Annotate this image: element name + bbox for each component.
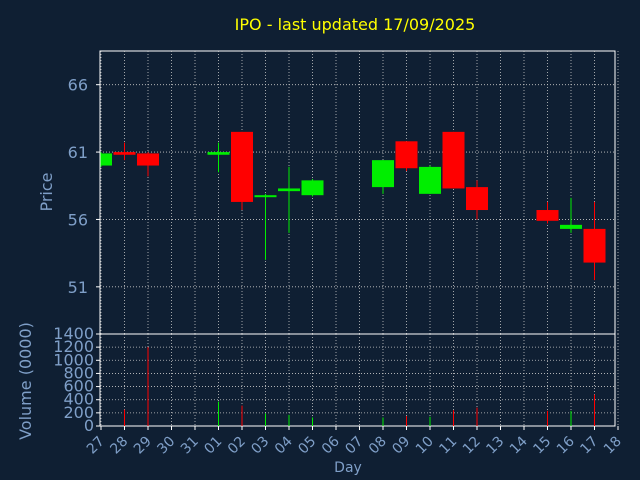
candle-body	[113, 152, 136, 155]
candle-body	[419, 166, 441, 194]
candle-body	[301, 180, 324, 196]
candle	[583, 201, 606, 281]
x-tick-label: 04	[272, 433, 296, 457]
candle	[536, 201, 559, 224]
x-tick-label: 27	[84, 434, 108, 458]
candle-body	[231, 131, 253, 202]
price-y-tick-label: 66	[68, 76, 88, 95]
candle	[395, 141, 418, 171]
x-tick-label: 08	[366, 434, 390, 458]
price-y-ticks: 51 56 61 66	[68, 76, 100, 297]
price-panel: 51 56 61 66 Price	[37, 50, 619, 335]
x-tick-label: 05	[295, 434, 319, 458]
x-tick-label: 14	[507, 433, 531, 457]
candle	[207, 142, 230, 173]
candle-body	[278, 188, 300, 192]
volume-y-tick-label: 200	[63, 403, 94, 422]
price-grid	[100, 51, 619, 334]
x-tick-label: 16	[554, 433, 578, 457]
candle-body	[560, 224, 582, 229]
x-tick-label: 06	[319, 433, 343, 457]
candle	[137, 152, 159, 177]
price-y-tick-label: 51	[68, 278, 88, 297]
volume-bars	[124, 347, 595, 426]
x-tick-label: 28	[107, 434, 131, 458]
volume-y-axis-label: Volume (0000)	[16, 322, 35, 440]
price-plot-frame	[99, 50, 616, 335]
x-tick-label: 17	[577, 434, 601, 458]
x-tick-label: 09	[389, 434, 413, 458]
candle-body	[137, 153, 159, 166]
x-tick-label: 13	[483, 434, 507, 458]
volume-y-tick-label: 1200	[53, 337, 94, 356]
x-tick-label: 15	[530, 434, 554, 458]
candle-body	[395, 141, 418, 169]
volume-y-tick-label: 800	[63, 363, 94, 382]
volume-plot-frame	[99, 333, 616, 427]
candle-body	[207, 152, 230, 155]
candle-body	[536, 210, 559, 221]
x-tick-label: 18	[601, 434, 625, 458]
x-tick-label: 10	[413, 434, 437, 458]
x-tick-label: 29	[131, 434, 155, 458]
candle	[560, 197, 582, 233]
candle-body	[254, 195, 277, 198]
candle	[278, 166, 300, 233]
x-axis-label: Day	[334, 460, 362, 476]
chart-title: IPO - last updated 17/09/2025	[235, 15, 476, 34]
candle	[100, 152, 112, 167]
candle-body	[372, 160, 394, 188]
x-tick-label: 11	[436, 434, 460, 458]
x-tick-label: 30	[154, 434, 178, 458]
candle	[301, 179, 324, 197]
candle	[442, 131, 465, 189]
volume-y-tick-label: 0	[84, 416, 94, 435]
candle-body	[442, 131, 465, 189]
candle-body	[583, 228, 606, 263]
candle	[466, 180, 488, 220]
x-tick-label: 02	[225, 434, 249, 458]
x-tick-label: 31	[178, 434, 202, 458]
price-y-axis-label: Price	[37, 172, 56, 211]
price-y-tick-label: 61	[68, 143, 88, 162]
x-tick-label: 12	[460, 434, 484, 458]
volume-grid	[100, 334, 619, 426]
candle	[372, 160, 394, 194]
candle	[231, 131, 253, 211]
candles	[100, 131, 606, 281]
x-axis-ticks: 27 28 29 30 31 01 02 03 04 05 06 07 08 09 10 11 12 13 14 15…	[84, 426, 625, 457]
volume-y-tick-label: 1400	[53, 324, 94, 343]
candle	[419, 165, 441, 194]
volume-y-tick-label: 400	[63, 390, 94, 409]
x-tick-label: 01	[201, 434, 225, 458]
candle-body	[101, 153, 112, 166]
volume-y-tick-label: 600	[63, 377, 94, 396]
candle	[254, 193, 277, 260]
volume-y-tick-label: 1000	[53, 350, 94, 369]
x-tick-label: 03	[248, 434, 272, 458]
price-y-tick-label: 56	[68, 210, 88, 229]
candle-body	[466, 187, 488, 211]
candle	[113, 142, 136, 161]
x-tick-label: 07	[342, 434, 366, 458]
